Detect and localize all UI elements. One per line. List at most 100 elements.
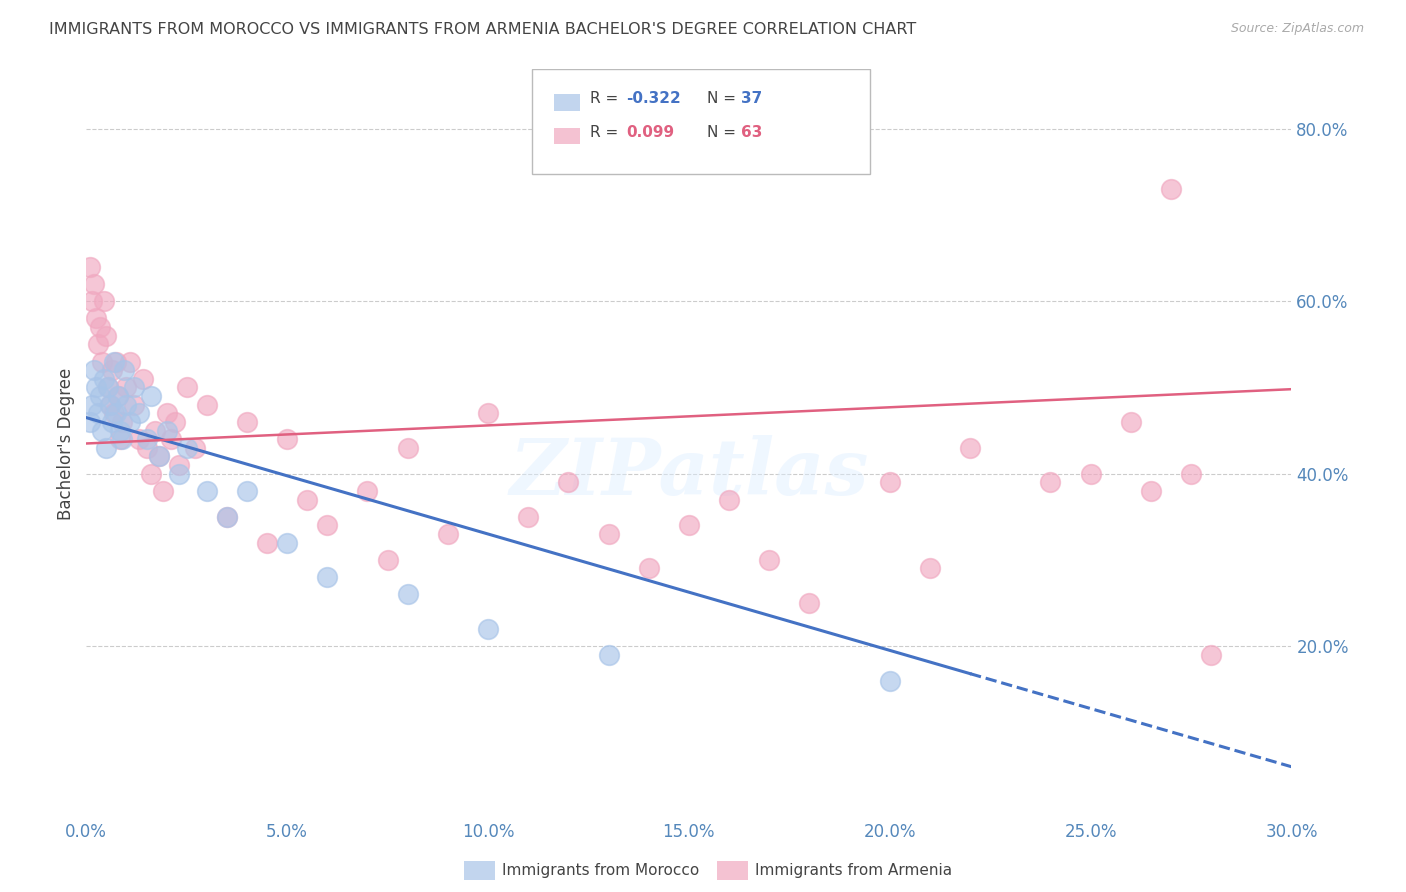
Point <box>215 509 238 524</box>
Text: N =: N = <box>707 125 741 140</box>
Text: 37: 37 <box>741 91 762 106</box>
Point <box>83 363 105 377</box>
Point <box>276 432 298 446</box>
Point <box>111 432 134 446</box>
Point <box>107 389 129 403</box>
Point <box>79 260 101 274</box>
Point <box>120 415 142 429</box>
Text: R =: R = <box>591 91 623 106</box>
Point <box>517 509 540 524</box>
Point <box>148 450 170 464</box>
Point <box>598 648 620 662</box>
Point <box>557 475 579 490</box>
Point <box>297 492 319 507</box>
Point <box>110 432 132 446</box>
Point <box>176 380 198 394</box>
Point <box>100 398 122 412</box>
Point <box>195 483 218 498</box>
Point <box>101 363 124 377</box>
Text: 63: 63 <box>741 125 762 140</box>
FancyBboxPatch shape <box>554 128 581 145</box>
Point <box>87 337 110 351</box>
Point <box>93 372 115 386</box>
Point <box>103 354 125 368</box>
Point <box>477 406 499 420</box>
Point <box>184 441 207 455</box>
Point <box>148 450 170 464</box>
Point <box>93 294 115 309</box>
Point <box>110 424 132 438</box>
Text: Immigrants from Morocco: Immigrants from Morocco <box>502 863 699 878</box>
Text: ZIPatlas: ZIPatlas <box>509 435 869 512</box>
Point <box>91 354 114 368</box>
Point <box>316 570 339 584</box>
Point <box>100 398 122 412</box>
Point <box>111 415 134 429</box>
Point <box>1199 648 1222 662</box>
Text: N =: N = <box>707 91 741 106</box>
Point <box>236 483 259 498</box>
Point <box>637 561 659 575</box>
Point <box>101 415 124 429</box>
Point <box>159 432 181 446</box>
Point <box>131 372 153 386</box>
Point <box>115 398 138 412</box>
Point <box>143 424 166 438</box>
Text: 0.099: 0.099 <box>626 125 675 140</box>
Point <box>86 311 108 326</box>
Text: Immigrants from Armenia: Immigrants from Armenia <box>755 863 952 878</box>
Point <box>256 535 278 549</box>
Point <box>139 389 162 403</box>
Point <box>356 483 378 498</box>
Text: Source: ZipAtlas.com: Source: ZipAtlas.com <box>1230 22 1364 36</box>
Point <box>195 398 218 412</box>
Text: R =: R = <box>591 125 623 140</box>
Point <box>156 424 179 438</box>
Point <box>120 354 142 368</box>
Point <box>718 492 741 507</box>
Point <box>316 518 339 533</box>
Point <box>96 441 118 455</box>
Point <box>86 380 108 394</box>
Point <box>105 354 128 368</box>
Point <box>89 320 111 334</box>
Point <box>1160 182 1182 196</box>
Point <box>236 415 259 429</box>
Point <box>114 363 136 377</box>
Point <box>83 277 105 291</box>
Point <box>176 441 198 455</box>
Point <box>135 441 157 455</box>
Point <box>276 535 298 549</box>
Point <box>152 483 174 498</box>
Point <box>124 380 146 394</box>
Y-axis label: Bachelor's Degree: Bachelor's Degree <box>58 368 75 520</box>
FancyBboxPatch shape <box>533 69 870 174</box>
Point <box>167 458 190 472</box>
Text: -0.322: -0.322 <box>626 91 681 106</box>
Point <box>396 441 419 455</box>
Point <box>163 415 186 429</box>
Point <box>82 398 104 412</box>
Point <box>135 432 157 446</box>
Point <box>103 406 125 420</box>
Point <box>215 509 238 524</box>
FancyBboxPatch shape <box>554 94 581 111</box>
Point <box>1039 475 1062 490</box>
Point <box>1080 467 1102 481</box>
Point <box>124 398 146 412</box>
Point <box>97 380 120 394</box>
Point <box>437 527 460 541</box>
Point <box>97 380 120 394</box>
Point <box>1180 467 1202 481</box>
Point <box>918 561 941 575</box>
Point <box>477 622 499 636</box>
Point <box>139 467 162 481</box>
Point <box>89 389 111 403</box>
Point <box>879 673 901 688</box>
Point <box>91 424 114 438</box>
Text: IMMIGRANTS FROM MOROCCO VS IMMIGRANTS FROM ARMENIA BACHELOR'S DEGREE CORRELATION: IMMIGRANTS FROM MOROCCO VS IMMIGRANTS FR… <box>49 22 917 37</box>
Point <box>167 467 190 481</box>
Point <box>396 587 419 601</box>
Point <box>959 441 981 455</box>
Point <box>79 415 101 429</box>
